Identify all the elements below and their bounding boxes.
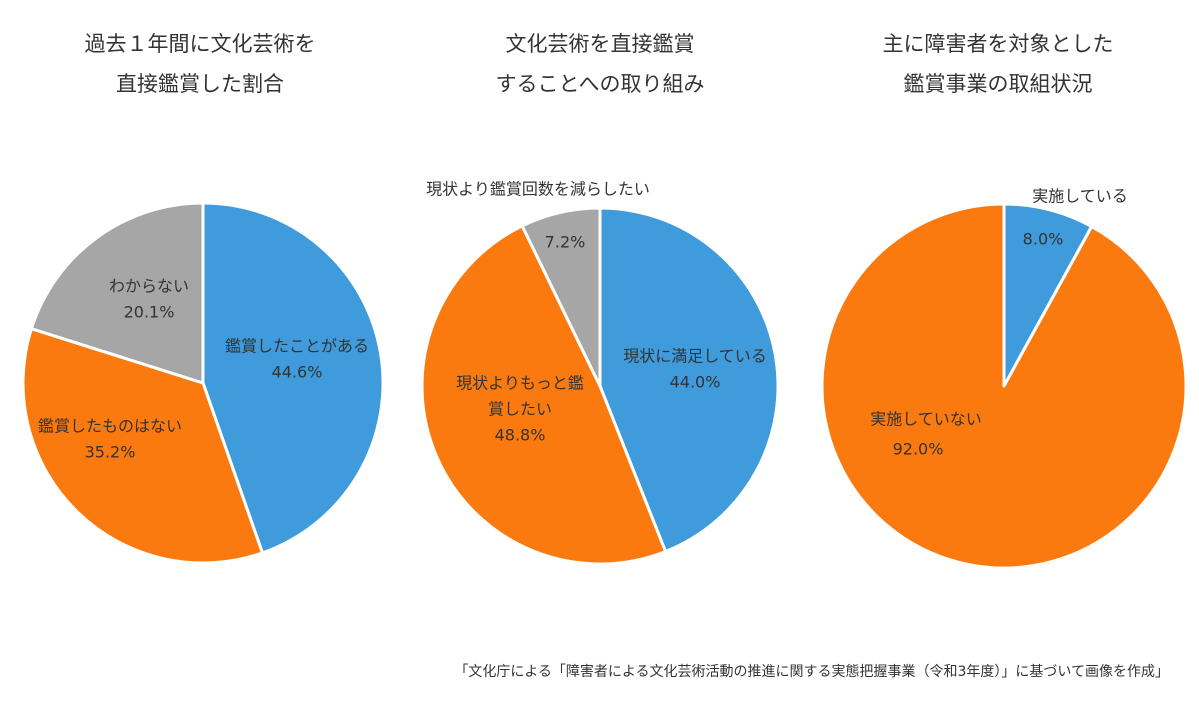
pie-3-value-2-1: 8.0% (1023, 230, 1064, 249)
pie-2-value-1-2: 44.0% (670, 373, 721, 392)
chart-2-title-line-1: 文化芸術を直接鑑賞 (505, 32, 695, 56)
pie-1-label-2-1: 鑑賞したものはない (38, 417, 182, 436)
pie-1-label-1-1: 鑑賞したことがある (225, 337, 369, 356)
chart-3-title: 主に障害者を対象とした 鑑賞事業の取組状況 (818, 24, 1178, 104)
pie-chart-3 (820, 202, 1188, 570)
pie-2-label-2-1: 現状よりもっと鑑 (456, 374, 584, 393)
chart-1-title-line-1: 過去１年間に文化芸術を (84, 32, 316, 56)
pie-1-value-2-2: 35.2% (85, 443, 136, 462)
pie-2-label-1-1: 現状に満足している (623, 347, 767, 366)
pie-1-slice-1 (201, 201, 385, 555)
source-note: 「文化庁による「障害者による文化芸術活動の推進に関する実態把握事業（令和3年度）… (454, 664, 1169, 680)
pie-3-value-4-1: 92.0% (893, 440, 944, 459)
pie-1-value-1-2: 44.6% (272, 363, 323, 382)
pie-3-slice-2 (820, 202, 1188, 570)
pie-3-label-3-1: 実施していない (870, 410, 982, 429)
pie-2-slice-1 (598, 206, 780, 553)
pie-2-value-4-1: 7.2% (545, 233, 586, 252)
pie-1-value-3-2: 20.1% (124, 303, 175, 322)
chart-3-title-line-2: 鑑賞事業の取組状況 (903, 72, 1093, 96)
pie-2-slice-3 (520, 206, 602, 388)
pie-1-slice-2 (21, 327, 264, 565)
pie-3-label-1-1: 実施している (1032, 187, 1128, 206)
pie-chart-2 (420, 206, 780, 566)
pie-2-slice-2 (420, 224, 668, 566)
chart-2-title-line-2: することへの取り組み (495, 72, 705, 96)
pie-chart-1 (21, 201, 385, 565)
pie-2-label-2-2: 賞したい (488, 400, 552, 419)
chart-3-title-line-1: 主に障害者を対象とした (882, 32, 1114, 56)
chart-1-title: 過去１年間に文化芸術を 直接鑑賞した割合 (20, 24, 380, 104)
chart-2-title: 文化芸術を直接鑑賞 することへの取り組み (420, 24, 780, 104)
pie-2-label-3-1: 現状より鑑賞回数を減らしたい (426, 180, 650, 199)
pie-2-value-2-3: 48.8% (495, 426, 546, 445)
pie-3-slice-1 (1002, 202, 1094, 388)
chart-1-title-line-2: 直接鑑賞した割合 (116, 72, 284, 96)
pie-1-label-3-1: わからない (109, 277, 189, 296)
pie-1-slice-3 (29, 201, 205, 385)
